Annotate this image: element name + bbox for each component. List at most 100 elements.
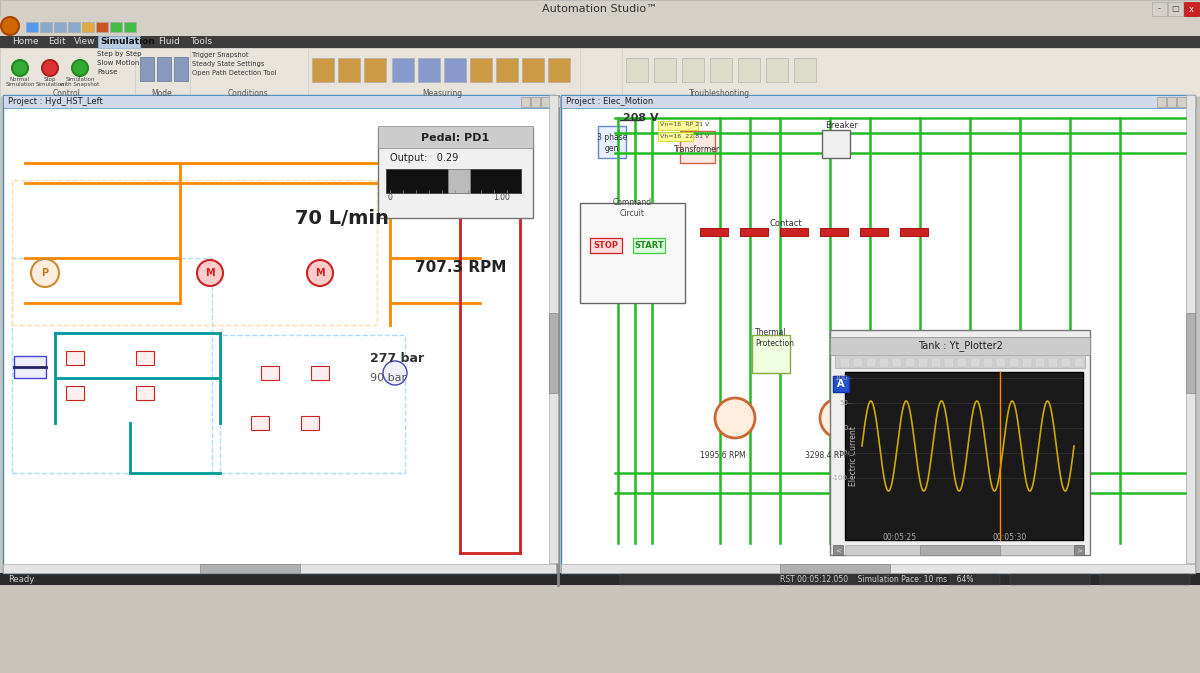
Bar — [174, 57, 188, 81]
Text: Vh=16  22.81 V: Vh=16 22.81 V — [660, 133, 709, 139]
Bar — [2, 564, 556, 573]
Bar — [1166, 97, 1176, 107]
Bar — [262, 366, 278, 380]
Bar — [658, 132, 694, 141]
Bar — [548, 58, 570, 82]
Circle shape — [72, 60, 88, 76]
Bar — [900, 228, 928, 236]
Bar — [590, 238, 622, 253]
Bar — [866, 358, 876, 367]
Text: 100: 100 — [834, 375, 848, 381]
Bar — [794, 58, 816, 82]
Bar — [950, 573, 1000, 585]
Bar — [920, 545, 1000, 555]
Text: Breaker: Breaker — [826, 120, 858, 129]
Bar — [522, 58, 544, 82]
Bar — [386, 169, 521, 193]
Bar — [2, 95, 556, 573]
Bar — [700, 228, 728, 236]
Bar — [562, 564, 1195, 573]
Bar — [1186, 95, 1195, 563]
Bar — [830, 337, 1090, 355]
Text: □: □ — [1171, 5, 1178, 13]
Bar — [905, 358, 916, 367]
Text: -100: -100 — [832, 475, 848, 481]
Circle shape — [383, 361, 407, 385]
Bar — [820, 228, 848, 236]
Bar — [26, 22, 38, 32]
Bar — [830, 330, 1090, 555]
Text: Measuring: Measuring — [422, 89, 462, 98]
Bar — [822, 130, 850, 158]
Bar — [970, 358, 980, 367]
Text: P: P — [42, 268, 48, 278]
Bar — [1048, 358, 1058, 367]
Text: Pause: Pause — [97, 69, 118, 75]
Bar — [680, 131, 715, 163]
Text: M: M — [316, 268, 325, 278]
Bar — [550, 95, 558, 563]
Text: Command
Circuit: Command Circuit — [612, 199, 652, 217]
Bar — [418, 58, 440, 82]
Text: Simulation
with Snapshot: Simulation with Snapshot — [60, 77, 100, 87]
Bar — [40, 22, 52, 32]
Bar — [833, 376, 850, 392]
Text: STOP: STOP — [594, 240, 618, 250]
Bar — [12, 180, 377, 325]
Bar — [710, 58, 732, 82]
Bar — [550, 313, 558, 393]
Bar — [918, 358, 928, 367]
Bar — [1010, 573, 1090, 585]
Circle shape — [197, 260, 223, 286]
Text: Mode: Mode — [151, 89, 173, 98]
Bar — [833, 545, 842, 555]
Text: Normal
Simulation: Normal Simulation — [5, 77, 35, 87]
Text: 208 V: 208 V — [623, 113, 659, 123]
Text: View: View — [74, 38, 96, 46]
Bar — [98, 36, 140, 48]
Bar — [1187, 97, 1196, 107]
Bar — [530, 97, 540, 107]
Bar — [82, 22, 94, 32]
Text: Project : Elec_Motion: Project : Elec_Motion — [566, 98, 653, 106]
Text: 3298.4 RPM: 3298.4 RPM — [805, 452, 851, 460]
Bar — [12, 258, 212, 473]
Circle shape — [1, 17, 19, 35]
Bar — [845, 372, 1084, 540]
Text: Troubleshooting: Troubleshooting — [690, 89, 750, 98]
Bar — [752, 335, 790, 373]
Bar — [835, 355, 1085, 368]
Bar — [220, 335, 406, 473]
Bar — [0, 0, 1200, 17]
Text: Edit: Edit — [48, 38, 66, 46]
Bar — [364, 58, 386, 82]
Bar — [780, 228, 808, 236]
Text: Electric Current: Electric Current — [848, 426, 858, 486]
Bar — [312, 58, 334, 82]
Bar — [840, 358, 850, 367]
Bar — [136, 351, 154, 365]
Text: Step by Step: Step by Step — [97, 51, 142, 57]
Text: Contact: Contact — [770, 219, 803, 227]
Text: Conditions: Conditions — [228, 89, 269, 98]
Circle shape — [820, 398, 860, 438]
Text: Simulation: Simulation — [100, 38, 155, 46]
Text: 90 bar: 90 bar — [370, 373, 406, 383]
Text: 50: 50 — [839, 400, 848, 406]
Bar — [878, 358, 889, 367]
Bar — [521, 97, 530, 107]
Bar — [496, 58, 518, 82]
Bar — [1034, 358, 1045, 367]
Bar — [1186, 313, 1195, 393]
Bar — [392, 58, 414, 82]
Text: 277 bar: 277 bar — [370, 351, 424, 365]
Text: Trigger Snapshot: Trigger Snapshot — [192, 52, 248, 58]
Text: RST 00:05:12.050    Simulation Pace: 10 ms    64%: RST 00:05:12.050 Simulation Pace: 10 ms … — [780, 575, 973, 583]
Bar — [931, 358, 941, 367]
Text: Automation Studio™: Automation Studio™ — [542, 4, 658, 14]
Bar — [658, 121, 698, 130]
Bar — [1168, 2, 1183, 16]
Text: Tools: Tools — [190, 38, 212, 46]
Bar — [1074, 358, 1084, 367]
Bar — [780, 564, 890, 573]
